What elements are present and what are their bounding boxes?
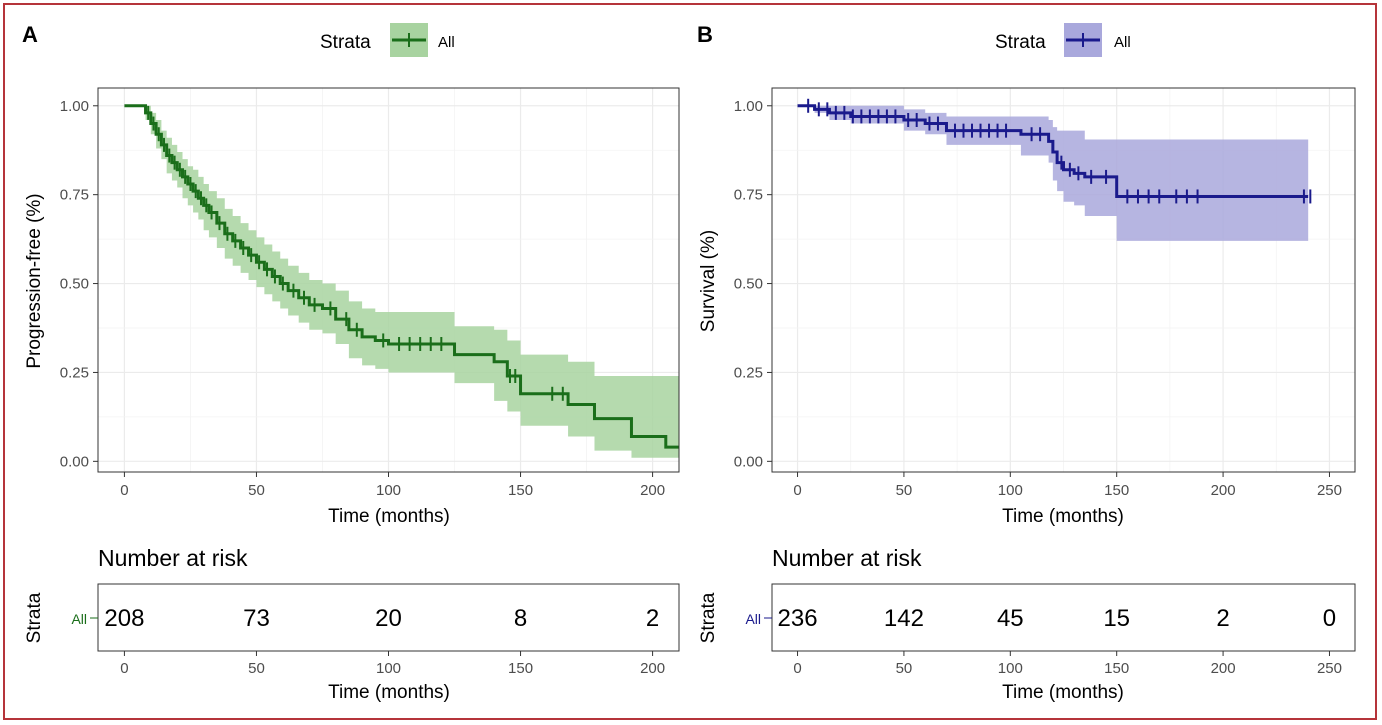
risk-x-tick-label: 200	[640, 660, 665, 677]
survival-curve	[124, 104, 679, 449]
panel-label: A	[22, 22, 38, 47]
survival-line	[797, 104, 1309, 198]
legend-label: All	[1114, 34, 1131, 51]
risk-table-title: Number at risk	[772, 545, 922, 571]
risk-count: 73	[243, 605, 270, 632]
survival-curve	[797, 104, 1309, 198]
y-tick-label: 0.00	[734, 453, 763, 470]
risk-count: 8	[514, 605, 527, 632]
risk-table: Number at risk Strata All 236 142 45 15 2 0 0…	[698, 545, 1356, 703]
risk-table: Number at risk Strata All 208 73 20 8 2 0 50 1…	[24, 545, 680, 703]
y-axis-title: Progression-free (%)	[24, 193, 45, 368]
risk-x-axis-title: Time (months)	[328, 682, 450, 703]
risk-x-axis: 0 50 100 150 200	[120, 651, 665, 677]
legend-label: All	[438, 34, 455, 51]
y-tick-label: 0.75	[734, 187, 763, 204]
risk-counts: 208 73 20 8 2	[104, 605, 659, 632]
risk-strata-title: Strata	[24, 592, 45, 643]
x-tick-label: 200	[640, 482, 665, 499]
censor-marks	[807, 98, 1312, 204]
y-axis: 0.00 0.25 0.50 0.75 1.00	[734, 98, 772, 470]
x-tick-label: 100	[998, 482, 1023, 499]
risk-count: 15	[1103, 605, 1130, 632]
x-tick-label: 200	[1211, 482, 1236, 499]
survival-line	[124, 104, 679, 449]
x-tick-label: 50	[896, 482, 913, 499]
legend: Strata All	[320, 23, 455, 57]
legend-title: Strata	[320, 32, 371, 53]
y-axis: 0.00 0.25 0.50 0.75 1.00	[60, 98, 98, 470]
y-tick-label: 0.50	[60, 276, 89, 293]
confidence-band-area	[797, 105, 1309, 241]
risk-table-panel	[771, 583, 1356, 652]
risk-x-tick-label: 150	[1104, 660, 1129, 677]
risk-count: 236	[778, 605, 818, 632]
x-tick-label: 150	[508, 482, 533, 499]
x-tick-label: 0	[793, 482, 801, 499]
confidence-band	[797, 105, 1309, 241]
gridlines	[98, 88, 679, 472]
risk-x-tick-label: 250	[1317, 660, 1342, 677]
y-tick-label: 0.50	[734, 276, 763, 293]
confidence-band-area	[124, 105, 680, 458]
risk-row-label: All	[745, 611, 761, 627]
km-plot: 0 50 100 150 200 0.00 0.25 0.50 0.75 1.00 Time (…	[24, 87, 680, 527]
legend: Strata All	[995, 23, 1131, 57]
risk-count: 2	[1216, 605, 1229, 632]
plot-border	[771, 87, 1356, 473]
risk-counts: 236 142 45 15 2 0	[778, 605, 1337, 632]
censor-marks	[147, 105, 564, 401]
y-axis-title: Survival (%)	[698, 230, 719, 332]
risk-x-tick-label: 150	[508, 660, 533, 677]
risk-table-panel	[97, 583, 680, 652]
y-tick-label: 0.75	[60, 187, 89, 204]
x-axis-title: Time (months)	[328, 506, 450, 527]
y-tick-label: 1.00	[60, 98, 89, 115]
risk-count: 208	[104, 605, 144, 632]
risk-count: 2	[646, 605, 659, 632]
risk-x-tick-label: 100	[376, 660, 401, 677]
risk-row-label: All	[71, 611, 87, 627]
risk-count: 142	[884, 605, 924, 632]
risk-count: 0	[1323, 605, 1336, 632]
x-tick-label: 0	[120, 482, 128, 499]
x-axis-title: Time (months)	[1002, 506, 1124, 527]
x-tick-label: 150	[1104, 482, 1129, 499]
risk-table-title: Number at risk	[98, 545, 248, 571]
risk-x-tick-label: 100	[998, 660, 1023, 677]
panel-a: A Strata All 0 50 100 150 200 0.000.250.500.…	[22, 22, 680, 703]
risk-x-tick-label: 200	[1211, 660, 1236, 677]
risk-x-tick-label: 50	[896, 660, 913, 677]
risk-x-tick-label: 0	[120, 660, 128, 677]
x-axis: 0 50 100 150 200 250	[793, 472, 1342, 499]
legend-title: Strata	[995, 32, 1046, 53]
x-axis: 0 50 100 150 200	[120, 472, 665, 499]
risk-x-axis: 0 50 100 150 200 250	[793, 651, 1342, 677]
panel-b: B Strata All 0 50 100 150 200 250 0.000.250.5…	[697, 22, 1356, 703]
risk-count: 20	[375, 605, 402, 632]
risk-x-tick-label: 0	[793, 660, 801, 677]
km-plot: 0 50 100 150 200 250 0.00 0.25 0.50 0.75 1.00 Tim…	[698, 87, 1356, 527]
x-tick-label: 50	[248, 482, 265, 499]
x-tick-label: 250	[1317, 482, 1342, 499]
confidence-band	[124, 105, 680, 458]
y-tick-label: 0.25	[734, 364, 763, 381]
y-tick-label: 0.00	[60, 453, 89, 470]
risk-count: 45	[997, 605, 1024, 632]
risk-x-axis-title: Time (months)	[1002, 682, 1124, 703]
panel-label: B	[697, 22, 713, 47]
y-tick-label: 0.25	[60, 364, 89, 381]
risk-strata-title: Strata	[698, 592, 719, 643]
x-tick-label: 100	[376, 482, 401, 499]
risk-x-tick-label: 50	[248, 660, 265, 677]
y-tick-label: 1.00	[734, 98, 763, 115]
